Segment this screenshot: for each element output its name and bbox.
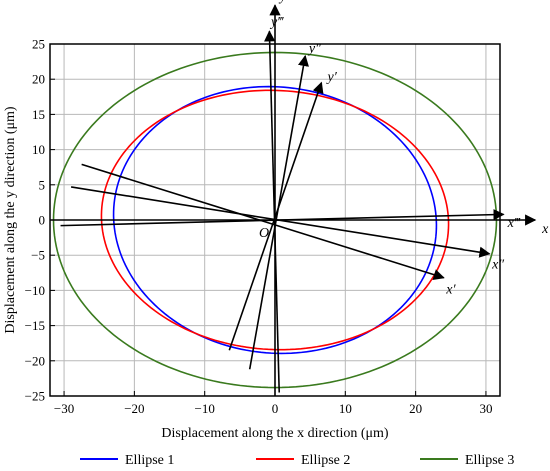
x-tick-label: 20 <box>409 401 422 416</box>
y-tick-label: −15 <box>25 318 45 333</box>
reference-axis-line <box>228 81 324 351</box>
legend-label: Ellipse 1 <box>125 453 174 468</box>
ellipse-1 <box>112 85 438 355</box>
reference-axis-label: x <box>541 222 549 237</box>
reference-axis-line <box>264 30 281 393</box>
x-axis-title: Displacement along the x direction (μm) <box>161 426 388 441</box>
reference-axis-label: y <box>278 0 287 4</box>
y-tick-label: −5 <box>31 248 45 263</box>
reference-axis-label: x′ <box>445 282 456 297</box>
tick-labels: −30 −20 −10 0 10 20 30 −25 −20 −15 −10 −5 0 5 10 15 20 25 <box>25 37 493 417</box>
reference-axis-line <box>60 209 505 227</box>
reference-axis-label: x‴ <box>507 216 521 231</box>
x-tick-label: −10 <box>195 401 215 416</box>
y-tick-label: −20 <box>25 353 45 368</box>
x-tick-label: −20 <box>124 401 144 416</box>
x-tick-label: 30 <box>479 401 492 416</box>
reference-axis-label: y′ <box>326 70 338 85</box>
legend: Ellipse 1 Ellipse 2 Ellipse 3 <box>80 453 514 468</box>
x-tick-label: 0 <box>272 401 279 416</box>
legend-label: Ellipse 3 <box>465 453 514 468</box>
reference-axes: x y x′ y′ x″ y″ x‴ y‴ <box>50 0 549 396</box>
ticks <box>50 43 487 397</box>
y-tick-label: 20 <box>32 72 45 87</box>
reference-axis-line <box>248 54 309 370</box>
reference-axis-label: x″ <box>491 257 504 272</box>
legend-label: Ellipse 2 <box>301 453 350 468</box>
y-axis-title: Displacement along the y direction (μm) <box>3 106 18 333</box>
y-tick-label: 0 <box>39 213 46 228</box>
y-tick-label: 25 <box>32 37 45 52</box>
ellipse-2 <box>100 89 450 351</box>
y-tick-label: −10 <box>25 283 45 298</box>
x-tick-label: −30 <box>54 401 74 416</box>
reference-axis-label: y‴ <box>269 15 284 30</box>
y-tick-label: 5 <box>39 177 46 192</box>
y-tick-label: −25 <box>25 389 45 404</box>
origin-label: O <box>259 226 269 241</box>
y-tick-label: 15 <box>32 107 45 122</box>
y-tick-label: 10 <box>32 142 45 157</box>
reference-axis-label: y″ <box>307 42 321 57</box>
x-tick-label: 10 <box>339 401 352 416</box>
